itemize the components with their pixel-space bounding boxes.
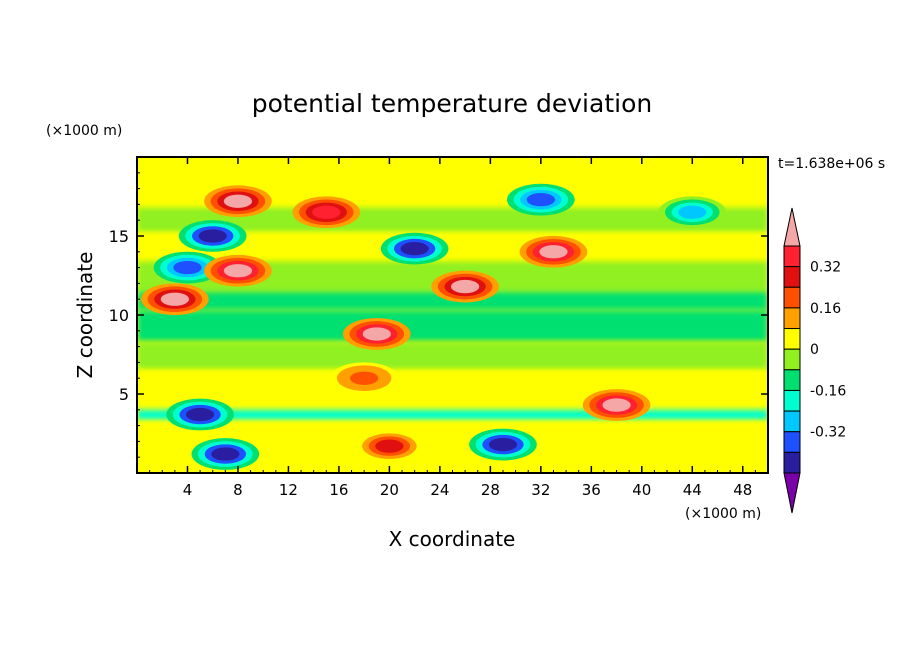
contour-feature [375, 439, 404, 453]
colorbar-swatch [783, 431, 801, 453]
colorbar-swatch [783, 410, 801, 433]
colorbar-swatch [783, 348, 801, 371]
colorbar-swatch [783, 389, 801, 412]
x-tick-label: 24 [430, 481, 449, 499]
x-axis-label: X coordinate [389, 527, 516, 551]
contour-feature [350, 371, 379, 385]
x-tick-label: 16 [329, 481, 348, 499]
colorbar-swatch [783, 266, 801, 288]
contour-feature [211, 447, 240, 461]
colorbar-swatch [783, 245, 801, 268]
contour-feature [678, 205, 707, 219]
contour-plot-area [137, 157, 768, 473]
x-tick-label: 40 [632, 481, 651, 499]
x-tick-label: 20 [380, 481, 399, 499]
colorbar-swatch [783, 328, 801, 350]
contour-band [137, 370, 768, 398]
colorbar-label: 0 [810, 342, 819, 358]
contour-feature [488, 437, 518, 452]
contour-feature [223, 194, 253, 208]
x-tick-label: 8 [233, 481, 243, 499]
x-tick-label: 4 [183, 481, 193, 499]
colorbar-swatch [783, 451, 801, 474]
contour-feature [160, 292, 189, 306]
contour-feature [450, 279, 480, 294]
y-axis-label: Z coordinate [73, 252, 97, 379]
y-axis-ticks: 5 10 15 [109, 172, 768, 458]
contour-features [141, 183, 727, 470]
contour-feature [400, 242, 429, 256]
contour-band [137, 409, 768, 421]
colorbar-label: 0.16 [810, 301, 841, 317]
y-unit-label: (×1000 m) [46, 123, 122, 139]
colorbar-lower-extension [783, 472, 801, 514]
contour-feature [198, 229, 227, 243]
contour-feature [223, 264, 253, 278]
x-tick-label: 48 [733, 481, 752, 499]
x-tick-label: 32 [531, 481, 550, 499]
y-tick-label: 5 [119, 385, 129, 404]
y-tick-label: 15 [109, 227, 129, 246]
time-label: t=1.638e+06 s [778, 156, 885, 172]
contour-feature [602, 398, 631, 412]
x-tick-label: 44 [683, 481, 702, 499]
colorbar: 0.32 0.16 0 -0.16 -0.32 [783, 207, 846, 514]
colorbar-label: -0.32 [810, 425, 846, 441]
contour-band [137, 310, 768, 342]
x-tick-label: 12 [279, 481, 298, 499]
chart-title: potential temperature deviation [252, 89, 652, 118]
contour-feature [173, 260, 202, 275]
colorbar-swatch [783, 369, 801, 391]
contour-band [137, 157, 768, 181]
contour-feature [526, 193, 555, 207]
contour-band [137, 397, 768, 410]
contour-feature [312, 205, 341, 219]
contour-feature [362, 327, 391, 341]
colorbar-label: 0.32 [810, 260, 841, 276]
colorbar-upper-extension [783, 207, 801, 247]
colorbar-label: -0.16 [810, 383, 846, 399]
colorbar-swatch [783, 286, 801, 309]
contour-band [137, 341, 768, 371]
x-unit-label: (×1000 m) [685, 506, 761, 522]
colorbar-swatch [783, 307, 801, 330]
x-tick-label: 28 [481, 481, 500, 499]
y-tick-label: 10 [109, 306, 129, 325]
contour-feature [185, 407, 215, 422]
x-axis-ticks: 4 8 12 16 20 24 28 32 36 40 44 48 [149, 157, 756, 499]
x-tick-label: 36 [582, 481, 601, 499]
contour-feature [539, 245, 568, 259]
